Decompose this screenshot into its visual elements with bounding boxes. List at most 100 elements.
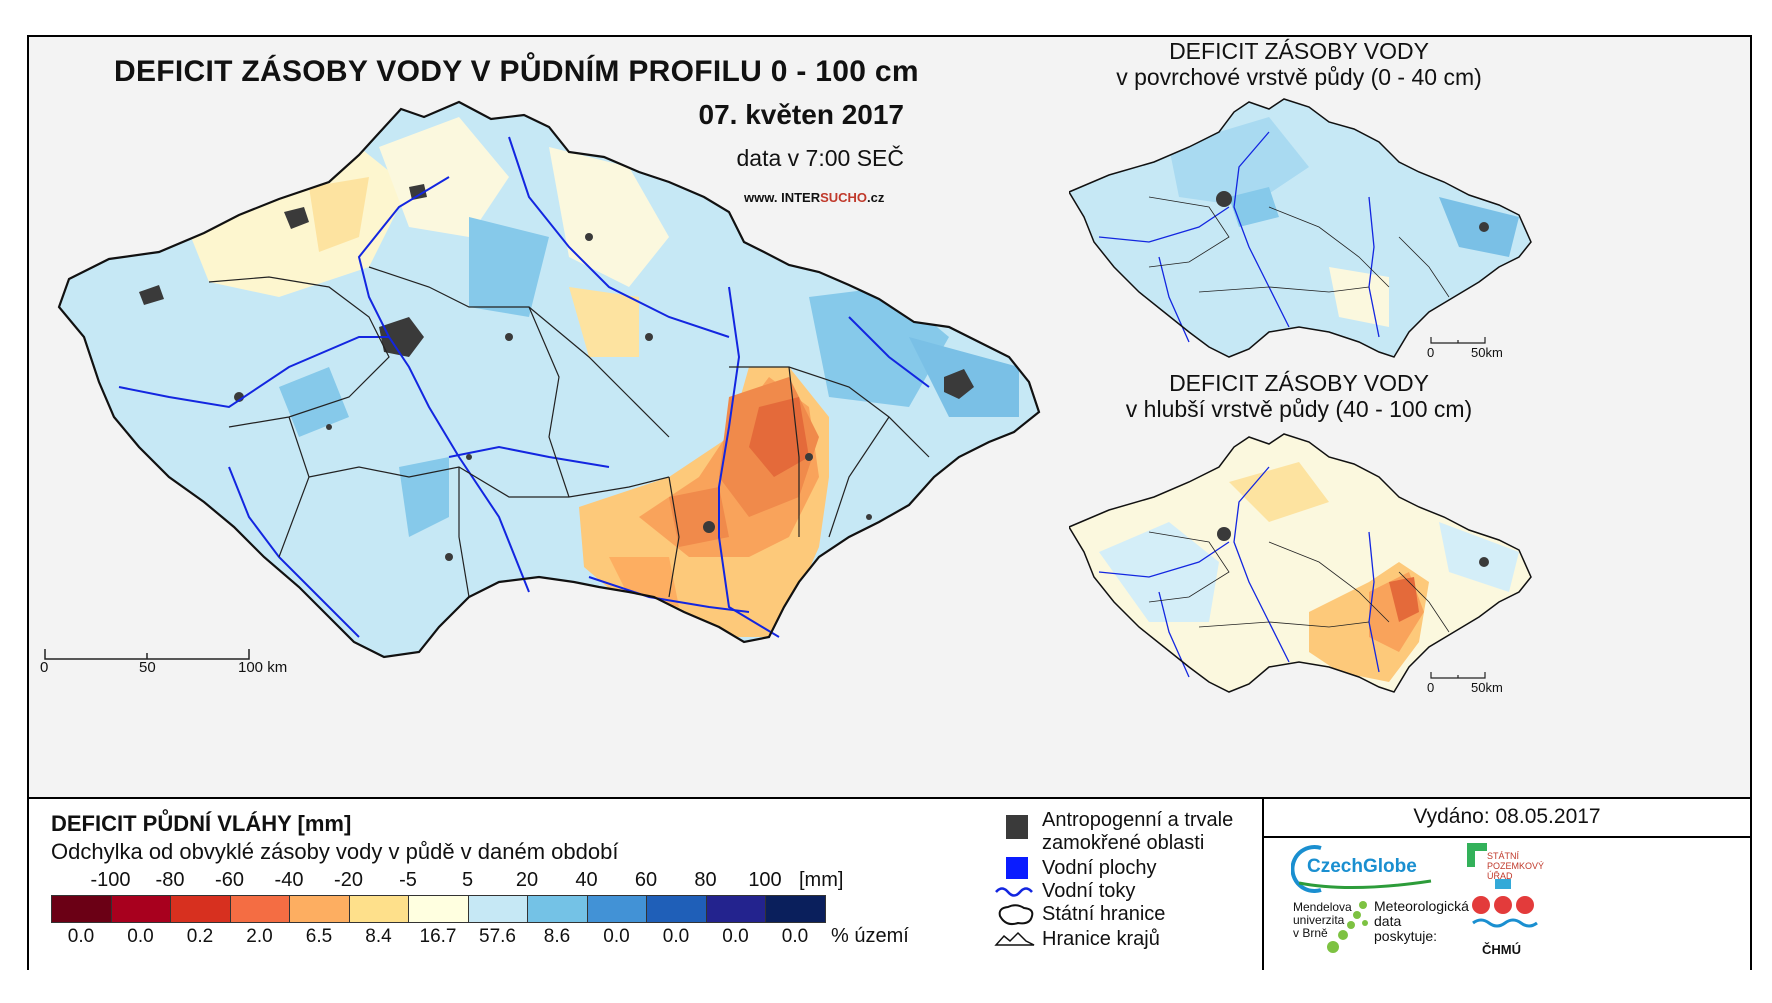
- mendelu-line2: univerzita: [1293, 913, 1345, 927]
- main-map: [44, 100, 1041, 660]
- inset-top-map: [1069, 98, 1532, 358]
- legend-swatch: [646, 895, 707, 923]
- legend-percentage: 6.5: [305, 926, 333, 947]
- website-suffix: .cz: [867, 190, 885, 205]
- legend-swatch: [289, 895, 350, 923]
- legend-swatch: [765, 895, 826, 923]
- legend-percentage: 8.6: [543, 926, 571, 947]
- main-scale-0: 0: [40, 659, 49, 676]
- website-prefix: www. INTER: [744, 190, 821, 205]
- szu-logo-text: STÁTNÍ POZEMKOVÝ ÚŘAD: [1487, 851, 1544, 881]
- legend-percentage: 0.0: [603, 926, 630, 947]
- website-highlight: SUCHO: [820, 190, 868, 205]
- anthropogenic-symbol: [1006, 815, 1028, 839]
- inset-top-title-line2: v povrchové vrstvě půdy (0 - 40 cm): [1116, 64, 1482, 90]
- state-border-symbol: [998, 904, 1034, 926]
- legend-percentage: 0.0: [127, 926, 154, 947]
- mendelu-logo-text: Mendelova univerzita v Brně: [1293, 901, 1352, 940]
- szu-line2: POZEMKOVÝ: [1487, 861, 1545, 871]
- chmu-caption-line1: Meteorologická: [1374, 898, 1469, 914]
- mendelu-line1: Mendelova: [1293, 900, 1352, 914]
- chmu-caption: Meteorologická data poskytuje:: [1374, 899, 1469, 944]
- legend-break-label: -100: [90, 869, 131, 891]
- inset-top-scale-0: 0: [1427, 345, 1435, 360]
- czechglobe-logo: [1291, 845, 1432, 893]
- inset-top-scalebar-graphic: [1430, 337, 1486, 344]
- legend-percentage: 0.0: [662, 926, 690, 947]
- legend-break-label: -5: [399, 869, 417, 891]
- szu-line1: STÁTNÍ: [1487, 851, 1520, 861]
- website-link[interactable]: www. INTERSUCHO.cz: [744, 190, 884, 205]
- inset-bottom-scale-0: 0: [1427, 680, 1435, 695]
- region-border-symbol: [994, 931, 1035, 946]
- inset-bottom-title: DEFICIT ZÁSOBY VODY v hlubší vrstvě půdy…: [1099, 370, 1499, 422]
- legend-break-label: -80: [155, 869, 185, 891]
- inset-bottom-scale-50: 50km: [1471, 680, 1503, 695]
- legend-percentage: 0.2: [186, 926, 214, 947]
- legend-unit: [mm]: [799, 869, 844, 891]
- map-sheet: 0 50 100 km DEFICIT ZÁSOBY VODY V PŮDNÍM…: [27, 35, 1752, 970]
- legend-break-label: -40: [274, 869, 304, 891]
- legend-break-label: 80: [694, 869, 717, 891]
- chmu-name: ČHMÚ: [1482, 942, 1521, 957]
- line-symbols: [994, 887, 1035, 946]
- legend-swatch: [705, 895, 766, 923]
- region-border-label: Hranice krajů: [1042, 928, 1160, 950]
- legend-percentage: 2.0: [246, 926, 273, 947]
- legend-swatch: [229, 895, 290, 923]
- legend-subtitle: Odchylka od obvyklé zásoby vody v půdě v…: [51, 839, 619, 864]
- state-border-label: Státní hranice: [1042, 903, 1166, 925]
- percent-label: % území: [831, 925, 909, 947]
- legend-swatch: [170, 895, 231, 923]
- legend-percentage: 0.0: [67, 926, 95, 947]
- water-bodies-label: Vodní plochy: [1042, 857, 1157, 879]
- legend-divider: [1262, 799, 1264, 970]
- szu-logo-mark-top: [1467, 843, 1487, 851]
- chmu-caption-line3: poskytuje:: [1374, 928, 1438, 944]
- legend-percentage: 0.0: [781, 926, 809, 947]
- anthropogenic-label: Antropogenní a trvale zamokřené oblasti: [1042, 809, 1234, 854]
- main-scale-50: 50: [139, 659, 156, 676]
- legend-percentage: 0.0: [722, 926, 749, 947]
- legend-swatch: [348, 895, 409, 923]
- legend-percentage: 8.4: [365, 926, 392, 947]
- legend-swatch: [467, 895, 528, 923]
- legend-break-label: -20: [334, 869, 363, 891]
- inset-bottom-title-line2: v hlubší vrstvě půdy (40 - 100 cm): [1125, 396, 1473, 422]
- chmu-caption-line2: data: [1374, 913, 1402, 929]
- chmu-logo: [1472, 879, 1538, 928]
- legend-swatch: [527, 895, 588, 923]
- legend-title: DEFICIT PŮDNÍ VLÁHY [mm]: [51, 811, 352, 836]
- inset-top-scale-50: 50km: [1471, 345, 1503, 360]
- legend-percentage: 57.6: [479, 926, 516, 947]
- main-scale-100: 100 km: [238, 659, 288, 676]
- legend-panel: DEFICIT PŮDNÍ VLÁHY [mm] Odchylka od obv…: [29, 797, 1750, 970]
- mendelu-logo-dots: [1327, 901, 1368, 953]
- legend-break-label: -60: [215, 869, 244, 891]
- legend-swatch: [110, 895, 171, 923]
- szu-logo-mark: [1467, 843, 1475, 867]
- legend-swatch: [586, 895, 647, 923]
- water-body-symbol: [1006, 857, 1028, 879]
- inset-top-title-line1: DEFICIT ZÁSOBY VODY: [1169, 38, 1429, 64]
- szu-line3: ÚŘAD: [1487, 871, 1513, 881]
- map-date: 07. květen 2017: [698, 99, 905, 130]
- legend-break-label: 20: [515, 869, 539, 891]
- data-time: data v 7:00 SEČ: [736, 145, 905, 171]
- inset-bottom-map: [1069, 433, 1532, 693]
- legend-break-label: 5: [461, 869, 474, 891]
- legend-swatch: [51, 895, 112, 923]
- inset-bottom-title-line1: DEFICIT ZÁSOBY VODY: [1169, 370, 1429, 396]
- issued-date: Vydáno: 08.05.2017: [1413, 805, 1601, 828]
- map-panel: 0 50 100 km DEFICIT ZÁSOBY VODY V PŮDNÍM…: [29, 37, 1750, 797]
- legend-break-label: 60: [634, 869, 658, 891]
- main-map-title: DEFICIT ZÁSOBY VODY V PŮDNÍM PROFILU 0 -…: [114, 55, 919, 88]
- legend-percentage: 16.7: [419, 926, 457, 947]
- inset-bottom-scalebar-graphic: [1430, 672, 1486, 679]
- issued-divider: [1264, 836, 1750, 838]
- main-scalebar-graphic: [44, 649, 250, 660]
- inset-top-title: DEFICIT ZÁSOBY VODY v povrchové vrstvě p…: [1099, 38, 1499, 90]
- legend-swatch: [408, 895, 469, 923]
- mendelu-line3: v Brně: [1293, 926, 1328, 940]
- rivers-label: Vodní toky: [1042, 880, 1136, 902]
